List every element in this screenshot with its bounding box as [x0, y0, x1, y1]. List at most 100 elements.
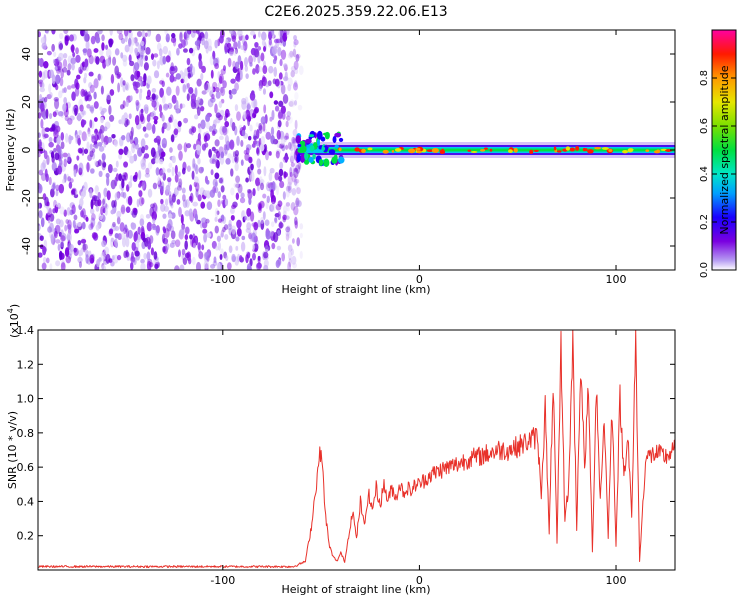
- spectrogram-cell: [95, 205, 100, 212]
- spectrogram-cell: [273, 66, 278, 77]
- chart-title: C2E6.2025.359.22.06.E13: [264, 4, 447, 20]
- spectrogram-cell: [80, 191, 85, 200]
- spectrogram-cell: [38, 132, 41, 138]
- spectrogram-cells: [38, 30, 675, 270]
- signal-band-hotspot: [565, 146, 571, 151]
- spectrogram-cell: [209, 86, 214, 93]
- spectrogram-cell: [206, 179, 210, 185]
- spectrogram-cell: [162, 45, 169, 55]
- spectrogram-cell: [252, 252, 256, 261]
- spectrogram-cell: [205, 232, 212, 238]
- spectrogram-cell: [276, 185, 279, 196]
- spectrogram-cell: [71, 204, 76, 215]
- spectrogram-cell: [42, 113, 47, 120]
- spectrogram-cell: [188, 128, 193, 135]
- spectrogram-cell: [278, 175, 283, 182]
- spectrogram-cell: [287, 185, 292, 194]
- spectrogram-cell: [165, 243, 170, 251]
- spectrogram-cell: [289, 171, 293, 178]
- spectrogram-cell: [170, 230, 176, 240]
- spectrogram-cell: [252, 188, 256, 197]
- spectrogram-cell: [252, 68, 256, 75]
- spectrogram-cell: [220, 151, 225, 159]
- spectrogram-cell: [241, 235, 246, 241]
- spectrogram-cell: [38, 70, 43, 78]
- spectrogram-cell: [223, 224, 229, 231]
- spectrogram-cell: [134, 143, 139, 150]
- spectrogram-cell: [151, 124, 156, 135]
- spectrogram-cell: [255, 262, 262, 270]
- spectrogram-cell: [50, 188, 55, 198]
- spectrogram-cell: [263, 166, 267, 177]
- spectrogram-cell: [120, 204, 126, 215]
- spectrogram-cell: [230, 78, 236, 84]
- spectrogram-cell: [244, 152, 250, 161]
- signal-band-cell: [338, 137, 344, 143]
- spectrogram-cell: [140, 108, 144, 114]
- spectrogram-cell: [156, 60, 160, 70]
- spectrogram-cell: [229, 93, 233, 100]
- spectrogram-cell: [112, 221, 116, 228]
- spectrogram-cell: [106, 94, 111, 105]
- signal-band-cell: [323, 158, 330, 168]
- spectrogram-cell: [205, 218, 210, 224]
- spectrogram-cell: [272, 58, 277, 65]
- spectrogram-cell: [212, 50, 216, 61]
- spectrogram-cell: [63, 30, 69, 35]
- spectrogram-cell: [164, 198, 169, 207]
- spectrogram-cell: [130, 251, 134, 262]
- spectrogram-cell: [143, 252, 147, 260]
- spectrogram-cell: [121, 114, 126, 125]
- spectrogram-cell: [183, 48, 188, 53]
- spectrogram-cell: [231, 225, 236, 235]
- spectrogram-cell: [283, 76, 289, 82]
- spectrogram-cell: [214, 86, 220, 93]
- spectrogram-cell: [141, 30, 145, 38]
- spectrogram-cell: [143, 62, 149, 71]
- spectrogram-cell: [79, 69, 83, 75]
- spectrogram-cell: [257, 168, 262, 175]
- spectrogram-cell: [129, 175, 133, 182]
- spectrogram-cell: [76, 74, 81, 80]
- spectrogram-cell: [285, 189, 290, 198]
- signal-band-cell: [295, 135, 301, 144]
- spectrogram-cell: [214, 39, 219, 49]
- signal-band-hotspot: [533, 149, 539, 152]
- spectrogram-cell: [137, 226, 141, 235]
- spectrogram-cell: [100, 206, 104, 216]
- spectrogram-cell: [46, 201, 50, 207]
- spectrogram-cell: [175, 108, 182, 114]
- spectrogram-cell: [48, 113, 53, 119]
- spectrogram-cell: [239, 197, 246, 204]
- spectrogram-cell: [211, 158, 216, 164]
- spectrogram-cell: [225, 158, 231, 165]
- spectrogram-cell: [60, 141, 65, 150]
- spectrogram-cell: [209, 189, 216, 198]
- spectrogram-cell: [78, 130, 82, 136]
- signal-band-cell: [296, 153, 301, 163]
- snr-x-ticks: -100 0 100: [210, 330, 627, 587]
- spectrogram-cell: [243, 215, 247, 221]
- spectrogram-cell: [185, 199, 190, 208]
- spectrogram-cell: [247, 188, 252, 194]
- spectrogram-cell: [150, 53, 155, 61]
- spectrogram-cell: [285, 230, 290, 237]
- spectrogram-cell: [199, 220, 204, 229]
- signal-band-cell: [334, 144, 339, 149]
- spectrogram-cell: [51, 43, 55, 52]
- spectrogram-cell: [38, 210, 43, 219]
- spectrogram-cell: [51, 124, 56, 131]
- spectrogram-cell: [256, 158, 260, 169]
- spectrogram-cell: [109, 89, 115, 96]
- spectrogram-cell: [201, 90, 207, 95]
- spectrogram-cell: [133, 81, 138, 91]
- spectrogram-cell: [255, 63, 260, 74]
- spectrogram-cell: [101, 42, 105, 51]
- spectrogram-cell: [46, 50, 52, 56]
- spectrogram-cell: [165, 72, 170, 78]
- spectrogram-cell: [296, 200, 302, 208]
- spectrogram-cell: [94, 128, 98, 135]
- spectrogram-cell: [280, 84, 286, 95]
- spectrogram-cell: [105, 253, 111, 264]
- spectrogram-cell: [217, 191, 222, 199]
